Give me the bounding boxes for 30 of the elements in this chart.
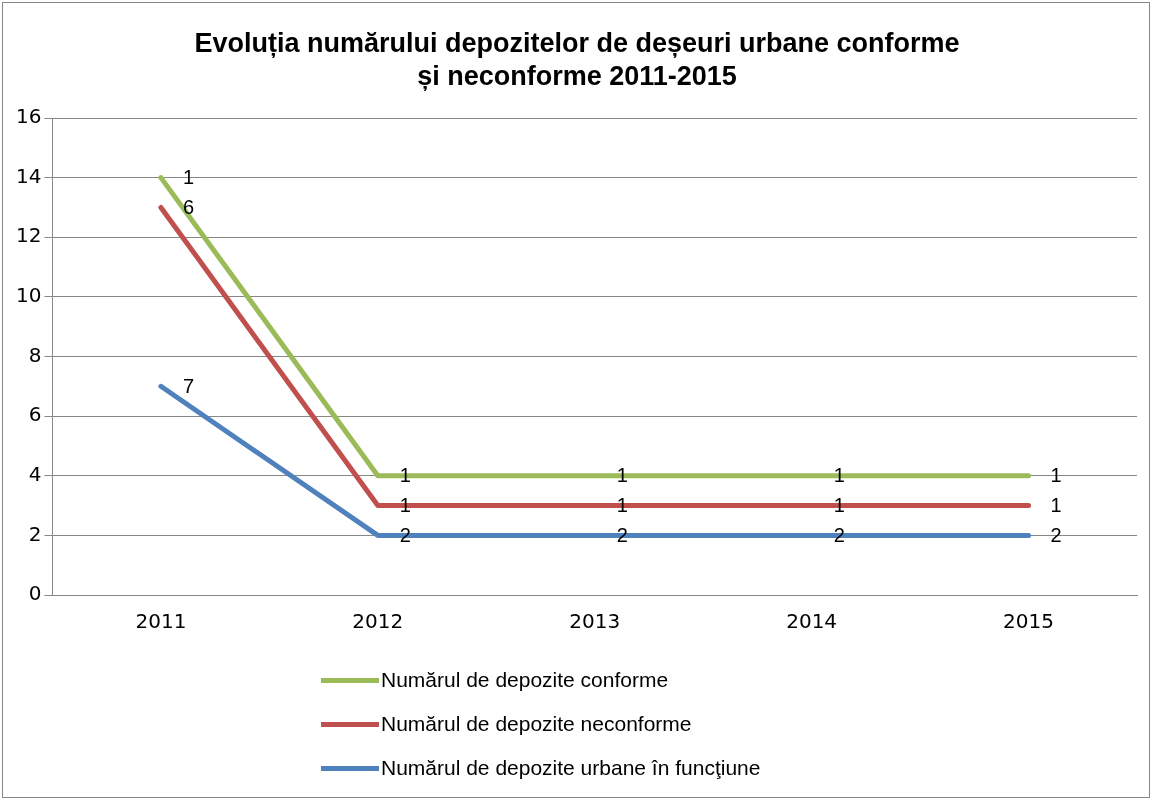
annotation: 1 (1050, 494, 1062, 517)
x-tick-label: 2014 (786, 609, 838, 634)
x-tick-label: 2011 (135, 609, 187, 634)
chart-title: Evoluția numărului depozitelor de deșeuri urbane conforme și neconforme 2011-2015 (193, 27, 961, 93)
legend-label: Numărul de depozite neconforme (381, 712, 692, 736)
y-tick-label: 6 (28, 402, 42, 427)
annotation: 2 (1050, 523, 1062, 546)
y-tick-label: 4 (28, 461, 42, 486)
legend-label: Numărul de depozite urbane în funcţiune (381, 756, 761, 780)
y-tick-label: 0 (28, 581, 42, 606)
annotation: 1 (616, 494, 628, 517)
y-tick-label: 12 (16, 223, 42, 248)
annotation: 1 (1050, 464, 1062, 487)
y-tick-label: 14 (16, 163, 42, 188)
y-tick-label: 16 (16, 104, 42, 129)
annotation: 1 (399, 494, 411, 517)
annotation: 1 (833, 464, 845, 487)
annotation: 1 (616, 464, 628, 487)
y-tick-label: 10 (16, 283, 42, 308)
annotation: 1 (833, 494, 845, 517)
legend-label: Numărul de depozite conforme (381, 668, 669, 692)
x-tick-label: 2013 (569, 609, 621, 634)
y-tick-label: 2 (28, 521, 42, 546)
annotation: 1 (182, 166, 195, 189)
x-tick-label: 2015 (1003, 609, 1054, 634)
x-tick-label: 2012 (352, 609, 404, 634)
annotation: 7 (182, 374, 195, 397)
annotation: 6 (182, 195, 195, 218)
y-tick-label: 8 (28, 342, 42, 367)
annotation: 1 (399, 464, 411, 487)
